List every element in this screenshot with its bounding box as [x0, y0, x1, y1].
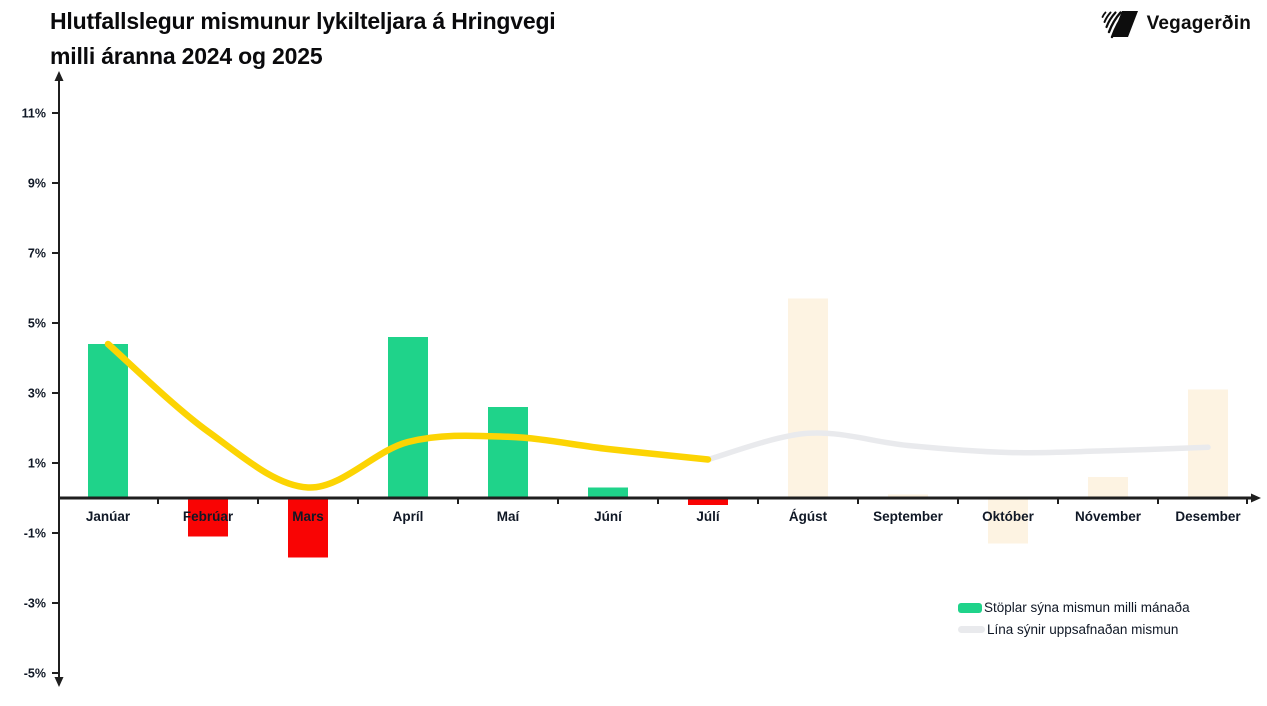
page-title-line2: milli áranna 2024 og 2025 — [50, 43, 323, 69]
month-label-júní: Júní — [594, 509, 623, 524]
month-label-október: Október — [982, 509, 1035, 524]
bar-júlí — [688, 498, 728, 505]
x-axis-arrow — [1251, 493, 1261, 503]
chart-legend: Stöplar sýna mismun milli mánaða Lína sý… — [958, 600, 1190, 637]
page-title-line1: Hlutfallslegur mismunur lykilteljara á H… — [50, 8, 556, 34]
month-label-maí: Maí — [497, 509, 521, 524]
month-label-júlí: Júlí — [696, 509, 721, 524]
bar-júní — [588, 487, 628, 498]
y-axis-arrow-bottom — [54, 677, 64, 687]
legend-line-swatch — [958, 626, 985, 633]
y-tick-label: 5% — [28, 317, 46, 331]
bar-ágúst — [788, 298, 828, 498]
bar-nóvember — [1088, 477, 1128, 498]
month-label-mars: Mars — [292, 509, 324, 524]
month-label-apríl: Apríl — [393, 509, 424, 524]
cumulative-line-projected — [705, 430, 1211, 463]
y-tick-label: -5% — [24, 667, 46, 681]
y-tick-label: 7% — [28, 247, 46, 261]
page-title: Hlutfallslegur mismunur lykilteljara á H… — [50, 4, 556, 74]
month-label-nóvember: Nóvember — [1075, 509, 1142, 524]
bar-október — [988, 498, 1028, 544]
bar-febrúar — [188, 498, 228, 537]
legend-line-label: Lína sýnir uppsafnaðan mismun — [987, 622, 1179, 637]
month-label-ágúst: Ágúst — [789, 509, 828, 524]
y-tick-label: 3% — [28, 387, 46, 401]
vegagerdin-logo-text: Vegagerðin — [1146, 13, 1251, 34]
month-label-febrúar: Febrúar — [183, 509, 234, 524]
y-axis-arrow-top — [54, 71, 64, 81]
legend-bar-swatch — [958, 602, 982, 613]
vegagerdin-logo-icon — [1101, 11, 1138, 39]
month-label-september: September — [873, 509, 944, 524]
y-tick-label: -3% — [24, 597, 46, 611]
bar-janúar — [88, 344, 128, 498]
bar-september — [888, 494, 928, 498]
vegagerdin-logo: Vegagerðin — [1098, 8, 1251, 40]
month-label-desember: Desember — [1175, 509, 1241, 524]
legend-bar-label: Stöplar sýna mismun milli mánaða — [984, 600, 1190, 615]
legend-item-line: Lína sýnir uppsafnaðan mismun — [958, 622, 1190, 637]
month-label-janúar: Janúar — [86, 509, 131, 524]
bar-mars — [288, 498, 328, 558]
bar-desember — [1188, 389, 1228, 498]
cumulative-line-actual — [104, 340, 712, 491]
y-tick-label: 1% — [28, 457, 46, 471]
y-tick-label: 9% — [28, 177, 46, 191]
bar-maí — [488, 407, 528, 498]
legend-item-bars: Stöplar sýna mismun milli mánaða — [958, 600, 1190, 615]
bar-apríl — [388, 337, 428, 498]
y-tick-label: 11% — [22, 107, 46, 121]
y-tick-label: -1% — [24, 527, 46, 541]
